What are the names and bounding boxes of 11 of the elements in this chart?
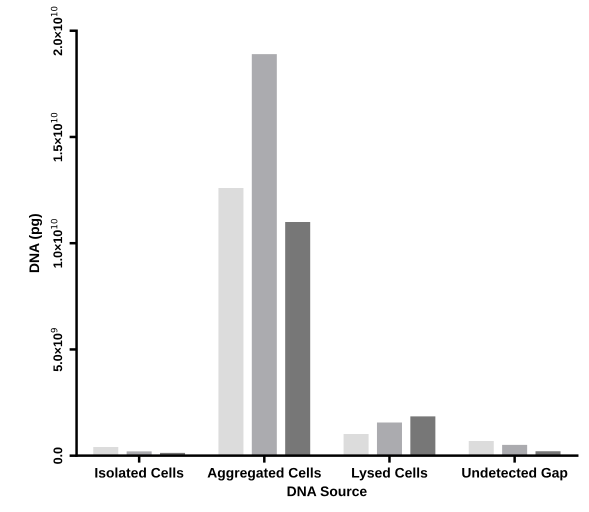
x-tick-label: Isolated Cells	[95, 467, 184, 478]
x-tick-label: Aggregated Cells	[208, 467, 321, 480]
x-tick-label: Undetected Gap	[462, 467, 568, 480]
y-axis-title: DNA (pg)	[28, 214, 42, 272]
x-axis-title: DNA Source	[288, 486, 367, 496]
y-tick-label: 0.0	[53, 448, 62, 464]
y-tick-label: 1.0×10$^{10}$	[50, 219, 62, 268]
x-tick-label: Lysed Cells	[352, 467, 428, 480]
y-tick-label: 2.0×10$^{10}$	[50, 6, 62, 56]
y-tick-label: 1.5×10$^{10}$	[50, 112, 62, 162]
y-tick-label: 5.0×10$^{9}$	[50, 328, 62, 372]
